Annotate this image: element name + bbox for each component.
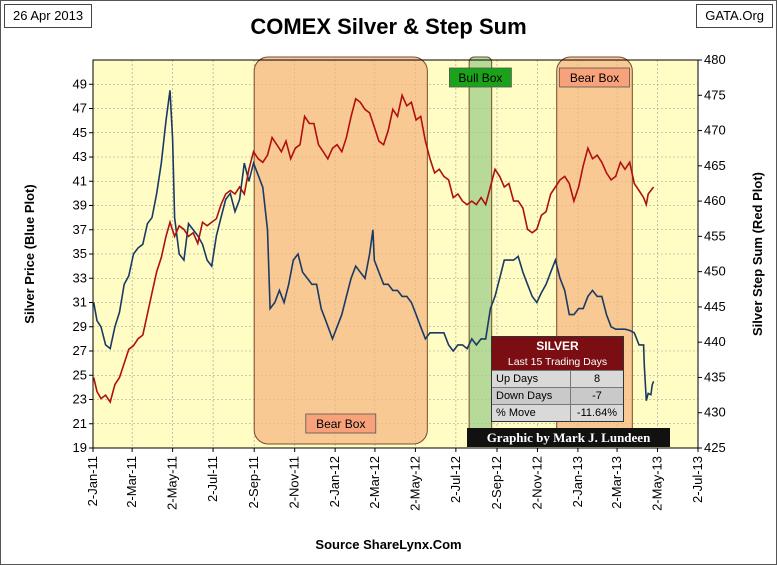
y-tick-label: 43 xyxy=(73,149,87,164)
author-credit: Graphic by Mark J. Lundeen xyxy=(467,428,670,447)
stats-title: SILVER xyxy=(492,337,623,355)
date-label: 26 Apr 2013 xyxy=(4,4,93,28)
x-tick-label: 2-Jul-13 xyxy=(690,456,705,503)
y2-axis-title: Silver Step Sum (Red Plot) xyxy=(750,172,765,336)
annotation-label: Bull Box xyxy=(458,71,502,85)
y-tick-label: 19 xyxy=(73,440,87,455)
y-tick-label: 31 xyxy=(73,295,87,310)
x-tick-label: 2-Jan-11 xyxy=(85,456,100,506)
credit-prefix: Graphic by xyxy=(486,430,554,445)
y2-tick-label: 460 xyxy=(704,193,726,208)
y-tick-label: 45 xyxy=(73,125,87,140)
x-tick-label: 2-Nov-12 xyxy=(529,456,544,509)
x-tick-label: 2-Mar-11 xyxy=(124,456,139,508)
annotation-label: Bear Box xyxy=(316,417,365,431)
x-tick-label: 2-May-13 xyxy=(650,456,665,511)
y-tick-label: 29 xyxy=(73,319,87,334)
stats-row-down: Down Days -7 xyxy=(492,387,623,404)
y-tick-label: 41 xyxy=(73,173,87,188)
annotation-label: Bear Box xyxy=(570,71,619,85)
annotation-label-box xyxy=(305,413,377,434)
y2-tick-label: 440 xyxy=(704,334,726,349)
y2-tick-label: 425 xyxy=(704,440,726,455)
source-label: Source ShareLynx.Com xyxy=(315,537,462,552)
y-axis-title: Silver Price (Blue Plot) xyxy=(22,184,37,323)
x-tick-label: 2-Sep-12 xyxy=(489,456,504,509)
stats-label: Up Days xyxy=(496,373,539,385)
annotation-label-box xyxy=(559,67,630,88)
x-tick-label: 2-Sep-11 xyxy=(246,456,261,509)
y2-tick-label: 470 xyxy=(704,123,726,138)
x-tick-label: 2-Jan-13 xyxy=(570,456,585,507)
annotation-box xyxy=(468,56,493,445)
annotation-box xyxy=(253,56,428,445)
y-tick-label: 47 xyxy=(73,101,87,116)
series-line xyxy=(92,92,655,405)
y-tick-label: 35 xyxy=(73,246,87,261)
series-line xyxy=(92,90,655,401)
chart-title: COMEX Silver & Step Sum xyxy=(250,14,527,39)
site-label: GATA.Org xyxy=(696,4,773,28)
y-tick-label: 39 xyxy=(73,198,87,213)
y2-tick-label: 445 xyxy=(704,299,726,314)
y2-tick-label: 435 xyxy=(704,369,726,384)
x-tick-label: 2-Jul-12 xyxy=(448,456,463,503)
y2-tick-label: 455 xyxy=(704,228,726,243)
x-tick-label: 2-Mar-12 xyxy=(367,456,382,509)
y-tick-label: 27 xyxy=(73,343,87,358)
y2-tick-label: 465 xyxy=(704,158,726,173)
x-tick-label: 2-May-11 xyxy=(165,456,180,510)
y-tick-label: 37 xyxy=(73,222,87,237)
y2-tick-label: 475 xyxy=(704,87,726,102)
y-tick-label: 21 xyxy=(73,416,87,431)
x-tick-label: 2-Jan-12 xyxy=(327,456,342,507)
stats-value: -7 xyxy=(570,388,623,404)
stats-label: % Move xyxy=(496,407,536,419)
stats-row-move: % Move -11.64% xyxy=(492,404,623,421)
y2-tick-label: 480 xyxy=(704,52,726,67)
stats-value: 8 xyxy=(570,371,623,387)
y-tick-label: 23 xyxy=(73,392,87,407)
x-tick-label: 2-Mar-13 xyxy=(609,456,624,509)
annotation-label-box xyxy=(449,67,512,88)
stats-box: SILVER Last 15 Trading Days Up Days 8 Do… xyxy=(491,336,624,422)
x-tick-label: 2-Nov-11 xyxy=(287,456,302,509)
y2-tick-label: 430 xyxy=(704,405,726,420)
stats-value: -11.64% xyxy=(570,405,623,421)
x-tick-label: 2-Jul-11 xyxy=(205,456,220,502)
y-tick-label: 49 xyxy=(73,76,87,91)
y-tick-label: 33 xyxy=(73,270,87,285)
stats-label: Down Days xyxy=(496,390,553,402)
stats-row-up: Up Days 8 xyxy=(492,370,623,387)
x-tick-label: 2-May-12 xyxy=(407,456,422,511)
stats-subtitle: Last 15 Trading Days xyxy=(492,355,623,370)
credit-author: Mark J. Lundeen xyxy=(553,430,651,445)
y2-tick-label: 450 xyxy=(704,264,726,279)
y-tick-label: 25 xyxy=(73,367,87,382)
